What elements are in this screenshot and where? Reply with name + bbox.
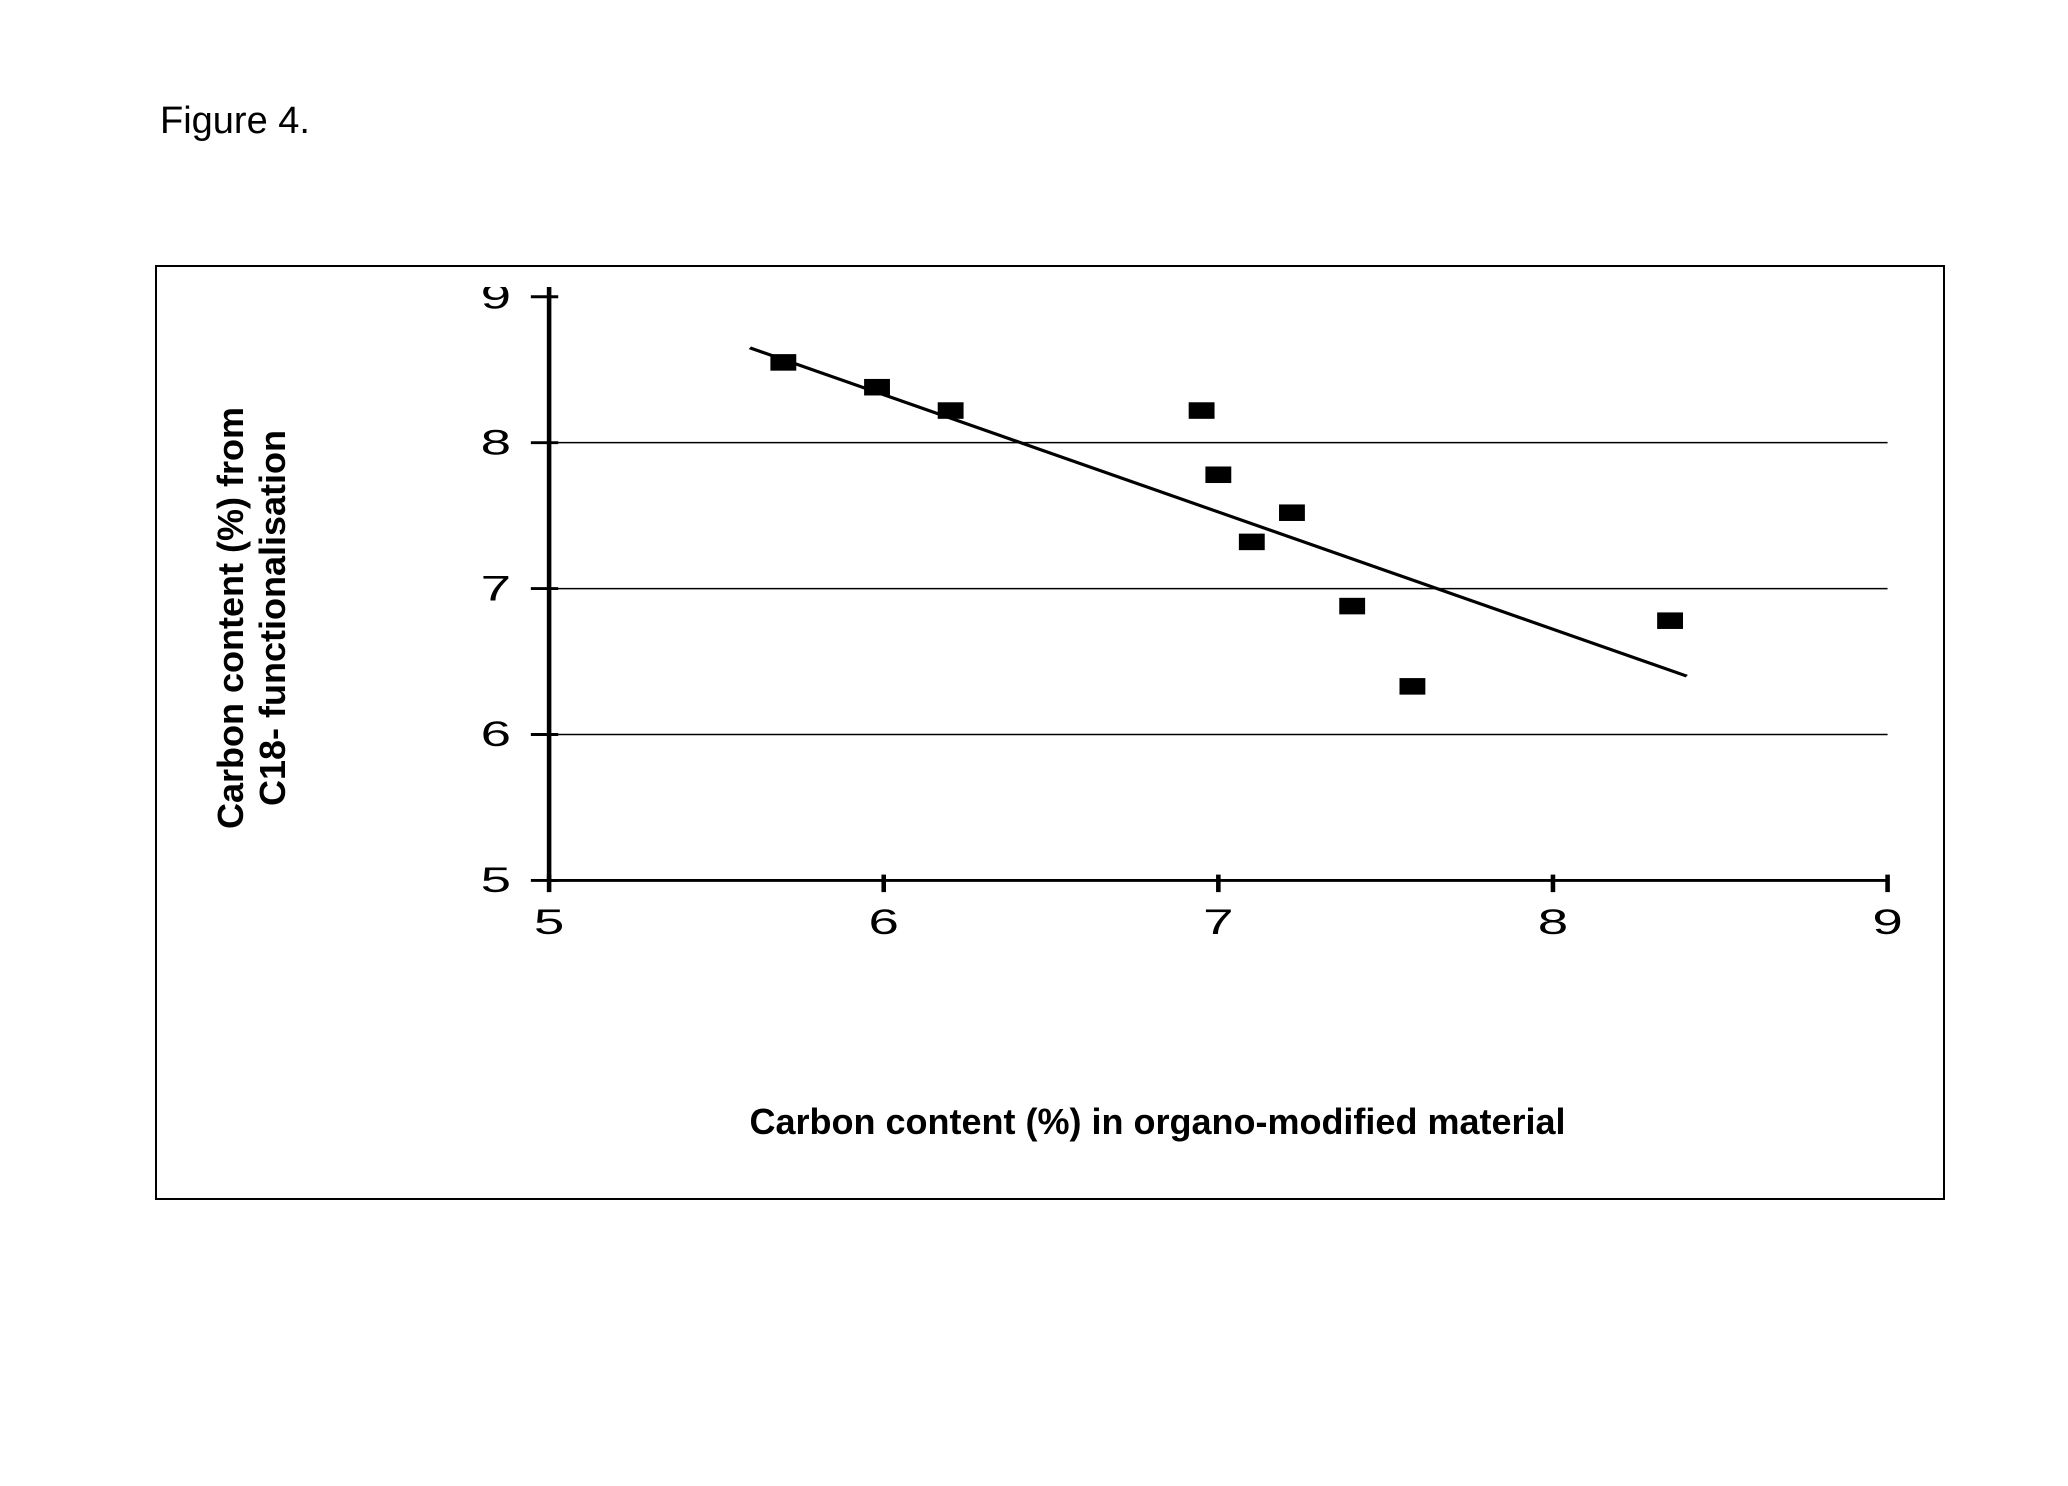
- plot-area: 5 6 7 8 9 5 6 7 8 9: [397, 287, 1918, 968]
- y-tick-label: 9: [481, 287, 511, 316]
- page: Figure 4. Carbon content (%) from C18- f…: [0, 0, 2068, 1486]
- data-point: [1206, 467, 1230, 483]
- y-tick-label: 7: [481, 568, 511, 608]
- scatter-plot: 5 6 7 8 9 5 6 7 8 9: [397, 287, 1918, 968]
- y-axis-label: Carbon content (%) from C18- functionali…: [210, 407, 294, 829]
- y-axis-label-wrap: Carbon content (%) from C18- functionali…: [182, 267, 322, 968]
- x-tick-label: 8: [1538, 902, 1568, 942]
- y-tick-label: 6: [481, 714, 511, 754]
- x-axis-label: Carbon content (%) in organo-modified ma…: [397, 1101, 1918, 1143]
- data-point: [1240, 534, 1264, 550]
- x-tick-label: 5: [534, 902, 564, 942]
- figure-caption: Figure 4.: [160, 100, 310, 143]
- data-point: [865, 379, 889, 395]
- data-point: [938, 403, 962, 419]
- data-point: [1400, 679, 1424, 695]
- y-tick-label: 5: [481, 860, 511, 900]
- data-point: [1658, 613, 1682, 629]
- data-point: [1340, 598, 1364, 614]
- x-tick-label: 9: [1872, 902, 1902, 942]
- data-point: [771, 355, 795, 371]
- data-point: [1280, 505, 1304, 521]
- y-tick-label: 8: [481, 422, 511, 462]
- x-tick-label: 7: [1203, 902, 1233, 942]
- chart-frame: Carbon content (%) from C18- functionali…: [155, 265, 1945, 1200]
- data-point: [1189, 403, 1213, 419]
- x-tick-label: 6: [868, 902, 898, 942]
